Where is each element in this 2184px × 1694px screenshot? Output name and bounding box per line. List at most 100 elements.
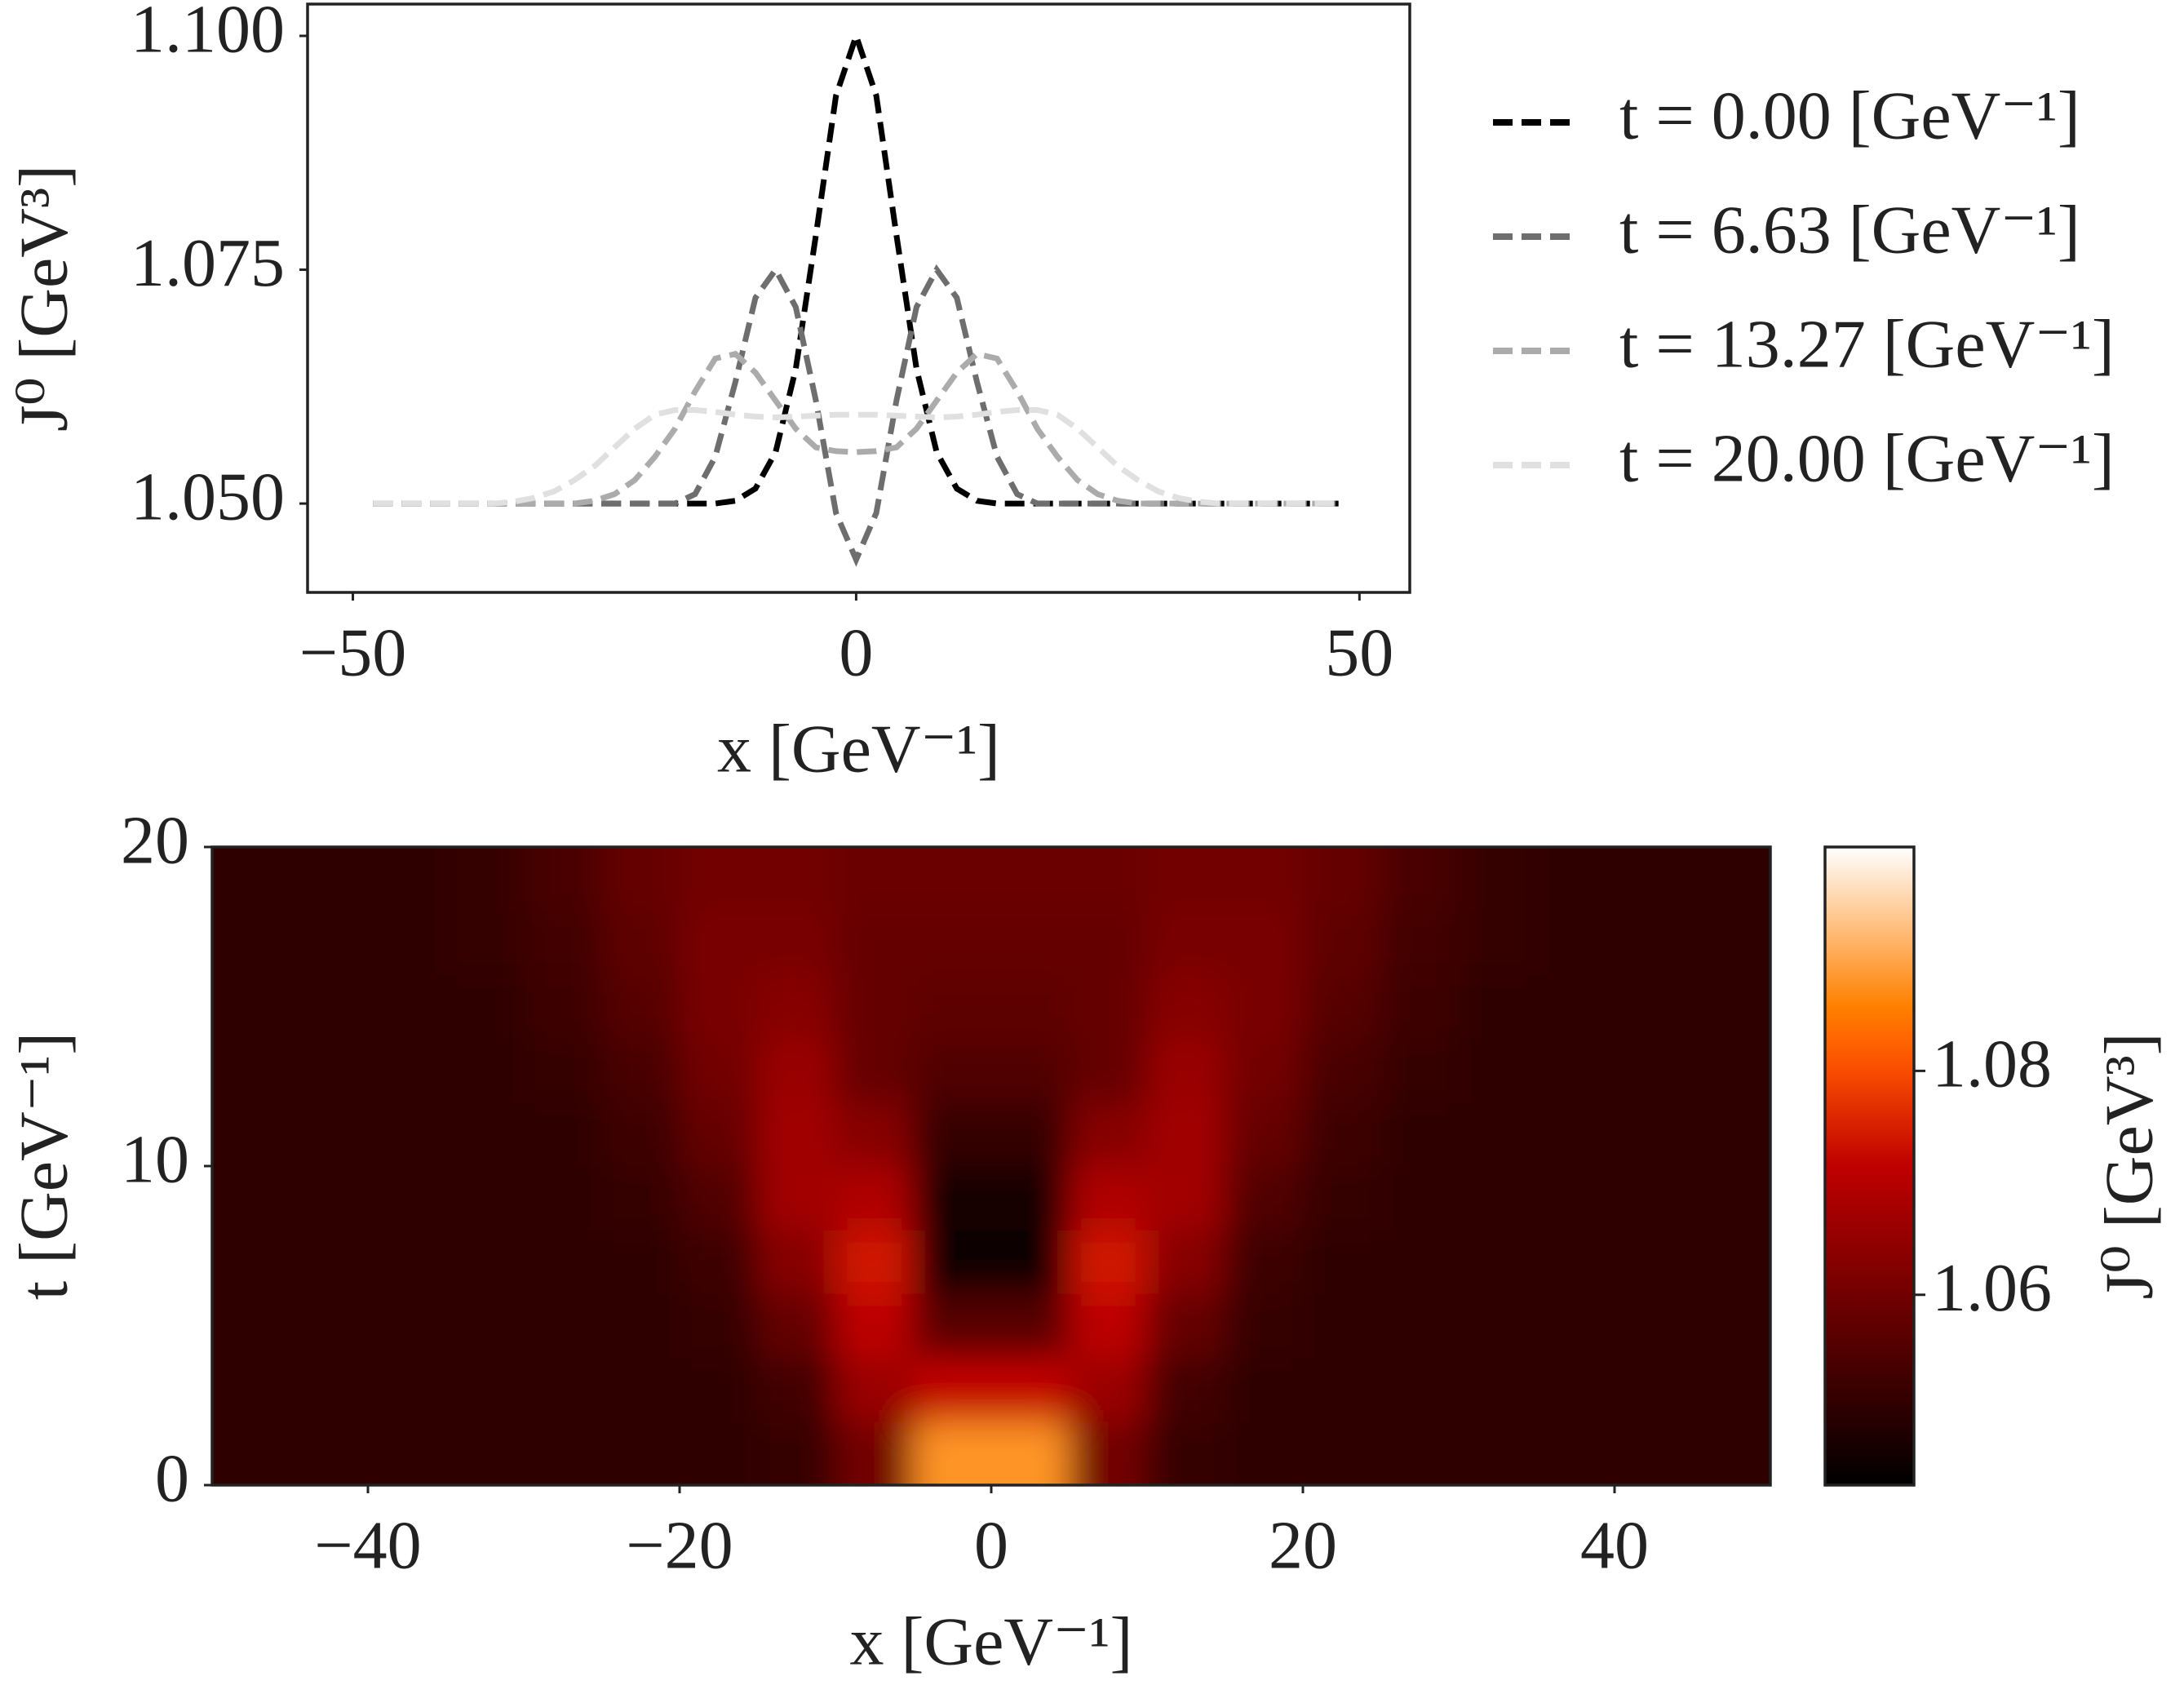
heatmap-cell	[445, 1102, 525, 1167]
heatmap-cell	[991, 1357, 1070, 1422]
heatmap-cell	[1459, 1230, 1537, 1294]
heatmap-cell	[1069, 1102, 1148, 1167]
heatmap-cell	[290, 1102, 369, 1167]
heatmap-cell	[680, 847, 758, 911]
heatmap-cell	[601, 1166, 680, 1231]
heatmap-cell	[1615, 974, 1693, 1040]
heatmap-cell	[913, 1421, 992, 1485]
heatmap-cell	[1459, 1038, 1537, 1103]
series-line	[373, 264, 1340, 567]
heatmap-cell	[1225, 1038, 1304, 1103]
y-tick-label: 1.075	[131, 225, 285, 301]
series-line	[373, 350, 1340, 507]
heatmap-cell	[1692, 911, 1770, 975]
heatmap-cell	[524, 1293, 602, 1359]
heatmap-cell	[1303, 1421, 1381, 1485]
heatmap-cell	[1380, 911, 1460, 975]
heatmap-cell	[1069, 1421, 1148, 1485]
heatmap-cell	[1615, 911, 1693, 975]
heatmap-cell	[913, 1357, 992, 1422]
heatmap-cell	[1536, 847, 1615, 911]
heatmap-cell	[368, 974, 446, 1040]
heatmap-cell	[524, 1357, 602, 1422]
heatmap-cell	[1459, 1102, 1537, 1167]
y-axis-label: J⁰ [GeV³]	[6, 165, 82, 432]
heatmap-cell	[991, 911, 1070, 975]
heatmap-cell	[290, 1166, 369, 1231]
heatmap-cell	[1303, 1230, 1381, 1294]
heatmap-cell	[290, 1230, 369, 1294]
heatmap-cell	[680, 1166, 758, 1231]
heatmap-cell	[1225, 911, 1304, 975]
heatmap-cell	[1536, 1357, 1615, 1422]
heatmap-cell	[1147, 1230, 1225, 1294]
y-axis-label: t [GeV⁻¹]	[6, 1032, 82, 1300]
heatmap-cell	[368, 1230, 446, 1294]
heatmap-cell	[368, 1038, 446, 1103]
heatmap-cell	[1147, 911, 1225, 975]
heatmap-cell	[1225, 1166, 1304, 1231]
heatmap-cell	[368, 1357, 446, 1422]
heatmap-cell	[368, 1421, 446, 1485]
heatmap-cell	[1303, 1102, 1381, 1167]
x-tick-label: −40	[314, 1507, 421, 1583]
heatmap-cell	[1069, 911, 1148, 975]
heatmap-cell	[1303, 1293, 1381, 1359]
heatmap-cell	[913, 1166, 992, 1231]
heatmap-cell	[1069, 1038, 1148, 1103]
heatmap-cell	[212, 1038, 290, 1103]
heatmap-cell	[601, 1357, 680, 1422]
colorbar-tick-label: 1.08	[1932, 1027, 2052, 1102]
axes-frame	[210, 845, 1772, 1487]
heatmap-cell	[368, 911, 446, 975]
heatmap-cell	[1615, 1421, 1693, 1485]
heatmap-cell	[524, 1038, 602, 1103]
heatmap-cell	[1692, 1293, 1770, 1359]
heatmap-cell	[1225, 1102, 1304, 1167]
heatmap-cell	[290, 1038, 369, 1103]
heatmap-cell	[445, 1293, 525, 1359]
heatmap-cell	[1147, 847, 1225, 911]
heatmap-cell	[991, 1038, 1070, 1103]
x-tick-label: −50	[299, 614, 406, 690]
heatmap-cell	[601, 1230, 680, 1294]
heatmap-cell	[1069, 1357, 1148, 1422]
heatmap-cell	[1380, 1102, 1460, 1167]
heatmap-cell	[1069, 847, 1148, 911]
x-tick-label: 40	[1580, 1507, 1649, 1583]
heatmap-cell	[757, 1230, 836, 1294]
heatmap-cell	[1069, 974, 1148, 1040]
colorbar-label: J⁰ [GeV³]	[2091, 1032, 2167, 1299]
heatmap-cells	[212, 847, 1770, 1485]
heatmap-cell	[835, 1421, 914, 1485]
series-line	[373, 27, 1340, 507]
heatmap-cell	[212, 847, 290, 911]
y-tick-label: 1.100	[131, 0, 285, 67]
heatmap-cell	[601, 1293, 680, 1359]
heatmap-cell	[1147, 1102, 1225, 1167]
heatmap-cell	[757, 1293, 836, 1359]
heatmap-cell	[1459, 911, 1537, 975]
heatmap-cell	[1536, 1102, 1615, 1167]
heatmap-cell	[1147, 1166, 1225, 1231]
x-tick-label: 50	[1325, 614, 1393, 690]
colorbar-tick-label: 1.06	[1932, 1250, 2052, 1326]
y-tick-label: 20	[121, 802, 189, 878]
heatmap-cell	[680, 1357, 758, 1422]
heatmap-cell	[1459, 1293, 1537, 1359]
heatmap-cell	[1615, 1230, 1693, 1294]
heatmap-cell	[1225, 974, 1304, 1040]
heatmap-cell	[1225, 1357, 1304, 1422]
series-line	[373, 407, 1340, 507]
heatmap-cell	[757, 911, 836, 975]
heatmap-cell	[1147, 1421, 1225, 1485]
heatmap-cell	[445, 1230, 525, 1294]
heatmap-cell	[524, 1102, 602, 1167]
heatmap-cell	[524, 1230, 602, 1294]
heatmap-cell	[991, 1102, 1070, 1167]
heatmap-cell	[1536, 1166, 1615, 1231]
legend-label: t = 13.27 [GeV⁻¹]	[1619, 306, 2115, 382]
heatmap-cell	[1615, 847, 1693, 911]
heatmap-cell	[1692, 1357, 1770, 1422]
